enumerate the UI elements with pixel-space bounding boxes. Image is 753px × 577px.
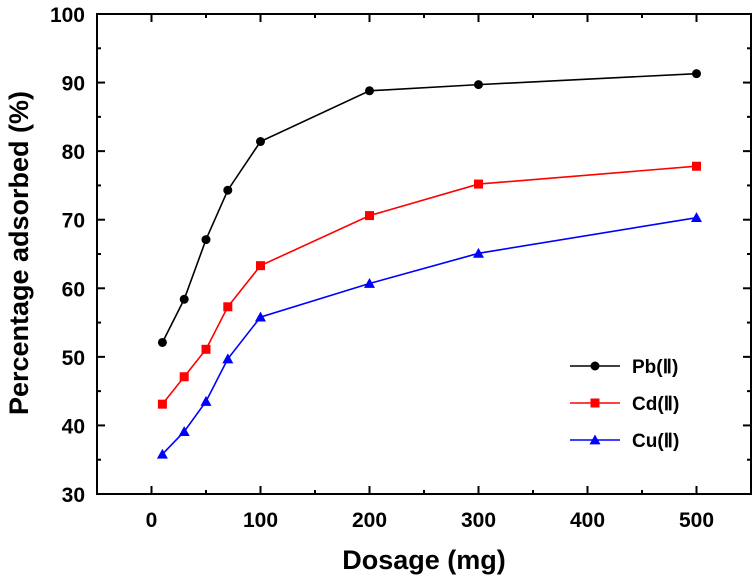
y-tick-label: 50 (62, 347, 85, 370)
legend-item: Cd(Ⅱ) (570, 394, 679, 415)
y-tick-label: 100 (50, 4, 85, 27)
legend-label: Cd(Ⅱ) (632, 394, 679, 415)
x-tick-label: 100 (243, 509, 278, 532)
series-layer (156, 69, 702, 459)
data-point (473, 247, 484, 258)
data-point (691, 212, 702, 223)
x-tick-label: 500 (679, 509, 714, 532)
x-tick-label: 0 (146, 509, 158, 532)
data-point (474, 80, 483, 90)
x-tick-label: 400 (570, 509, 605, 532)
data-point (223, 302, 233, 312)
legend-marker (590, 398, 600, 408)
axes: 0 100 200 300 400 500 30 40 50 60 70 80 90 100 (50, 4, 752, 532)
legend-marker (589, 434, 601, 445)
series-line (161, 72, 697, 343)
y-tick-label: 70 (62, 210, 85, 233)
data-point (256, 137, 265, 147)
data-point (364, 277, 375, 288)
legend-marker (590, 361, 600, 371)
series-triangle (156, 212, 702, 459)
data-point (201, 344, 211, 354)
legend-item: Cu(Ⅱ) (570, 431, 679, 452)
data-point (255, 311, 266, 322)
data-point (692, 161, 701, 171)
data-point (157, 337, 167, 347)
data-point (365, 86, 374, 96)
legend: Pb(Ⅱ) Cd(Ⅱ) Cu(Ⅱ) (570, 357, 679, 452)
y-axis-title: Percentage adsorbed (%) (4, 91, 34, 415)
series-line (161, 165, 697, 405)
data-point (179, 372, 189, 382)
data-point (223, 185, 233, 195)
y-tick-label: 30 (62, 484, 85, 507)
series-line (161, 216, 697, 455)
x-tick-label: 200 (352, 509, 387, 532)
data-point (179, 294, 189, 304)
series-circle (157, 69, 701, 347)
legend-item: Pb(Ⅱ) (570, 357, 678, 378)
x-tick-label: 300 (461, 509, 496, 532)
data-point (365, 211, 374, 221)
data-point (474, 179, 483, 189)
data-point (201, 235, 211, 245)
data-point (200, 395, 212, 406)
x-axis-title: Dosage (mg) (342, 545, 506, 575)
y-tick-label: 60 (62, 278, 85, 301)
data-point (256, 261, 265, 271)
series-square (157, 161, 701, 409)
plot-frame (96, 13, 752, 495)
data-point (178, 426, 190, 436)
data-point (692, 69, 701, 79)
data-point (156, 448, 168, 459)
legend-label: Cu(Ⅱ) (632, 431, 679, 452)
y-tick-label: 80 (62, 141, 85, 164)
legend-label: Pb(Ⅱ) (632, 357, 678, 378)
data-point (222, 353, 234, 364)
y-tick-label: 90 (62, 73, 85, 96)
data-point (157, 399, 167, 409)
y-tick-label: 40 (62, 415, 85, 438)
